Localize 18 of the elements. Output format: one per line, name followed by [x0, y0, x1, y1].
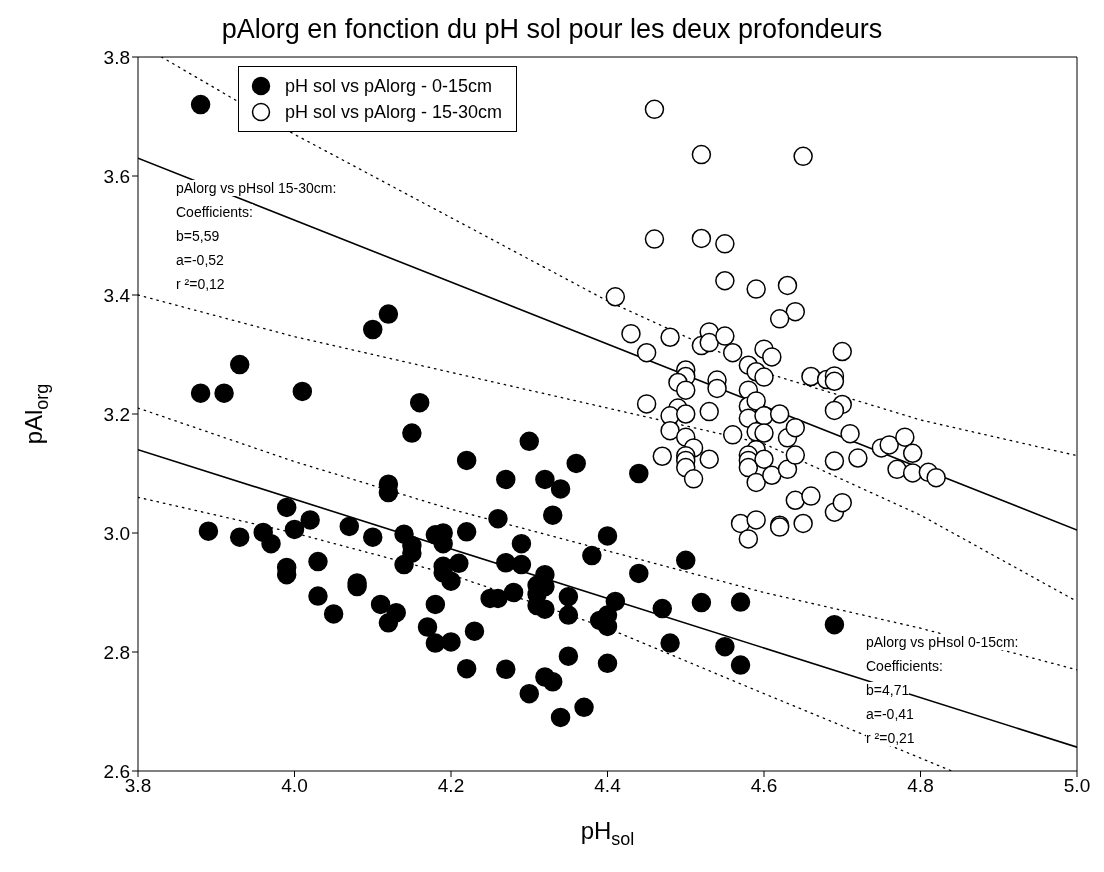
x-axis-title: pH$_{sol}$	[580, 817, 635, 850]
legend-label: pH sol vs pAlorg - 0-15cm	[285, 75, 493, 97]
x-tick-label: 4.2	[437, 775, 465, 797]
annotation: pAlorg vs pHsol 0-15cm: Coefficients: b=4,71 a=-0,41 r ²=0,21	[866, 634, 1019, 746]
x-tick-label: 4.6	[750, 775, 778, 797]
y-tick-label: 3.8	[103, 46, 130, 68]
y-tick-label: 3.6	[103, 165, 130, 187]
x-tick-label: 4.4	[594, 775, 622, 797]
x-tick-label: 4.0	[281, 775, 308, 797]
y-tick-label: 3.2	[103, 403, 130, 425]
y-tick-label: 3.4	[103, 284, 131, 306]
x-tick-label: 4.8	[907, 775, 934, 797]
legend-label: pH sol vs pAlorg - 15-30cm	[285, 101, 503, 123]
y-tick-label: 2.8	[103, 641, 130, 663]
chart-title: pAlorg en fonction du pH sol pour les deux profondeurs	[220, 14, 884, 45]
y-tick-label: 3.0	[103, 522, 130, 544]
annotation: pAlorg vs pHsol 15-30cm: Coefficients: b=5,59 a=-0,52 r ²=0,12	[176, 180, 337, 292]
x-tick-label: 5.0	[1063, 775, 1091, 797]
